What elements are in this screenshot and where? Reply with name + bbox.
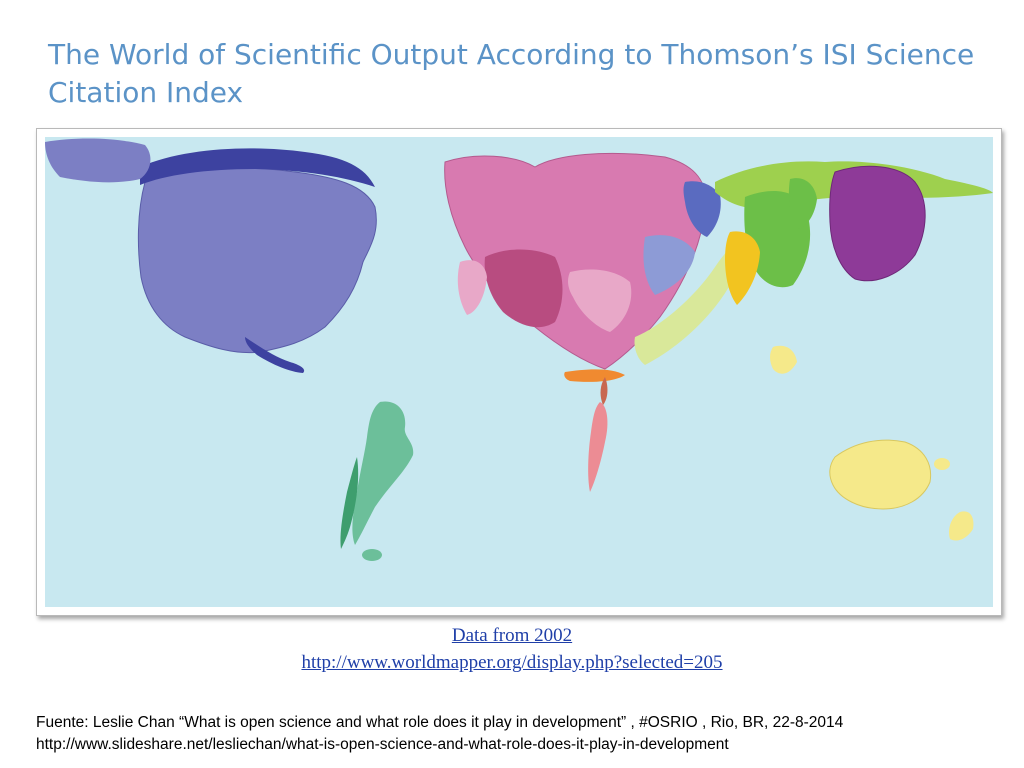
region-central-america [245,337,305,373]
region-new-zealand [949,511,974,541]
region-japan [829,165,926,282]
slide-title: The World of Scientific Output According… [48,38,975,109]
footnote-url: http://www.slideshare.net/lesliechan/wha… [36,736,729,753]
region-north-america [137,167,377,354]
data-year-link[interactable]: Data from 2002 [451,625,573,646]
region-australia [829,439,932,510]
world-cartogram [45,137,993,607]
region-iberia [457,260,487,315]
region-central-europe [484,249,563,328]
footnote-citation: Fuente: Leslie Chan “What is open scienc… [36,714,844,731]
region-north-africa-middle-east [564,369,625,382]
region-southeast-asia [770,345,797,374]
region-falklands [362,549,382,561]
region-eastern-europe [683,181,721,237]
region-south-asia [725,231,760,305]
region-alaska [45,138,151,183]
region-chile [340,457,359,549]
region-balkans [643,235,695,295]
region-middle-east [634,235,745,365]
region-korea [788,178,817,229]
region-italy [568,269,632,332]
region-arctic-north-america [140,148,375,187]
source-links: Data from 2002 http://www.worldmapper.or… [0,622,1024,676]
region-africa-stem [600,377,608,405]
region-south-america [352,401,414,545]
cartogram-map-frame [36,128,1002,616]
footnote: Fuente: Leslie Chan “What is open scienc… [36,712,1016,756]
worldmapper-url-link[interactable]: http://www.worldmapper.org/display.php?s… [301,652,723,673]
region-new-caledonia [934,458,950,470]
region-southern-africa [588,402,608,492]
